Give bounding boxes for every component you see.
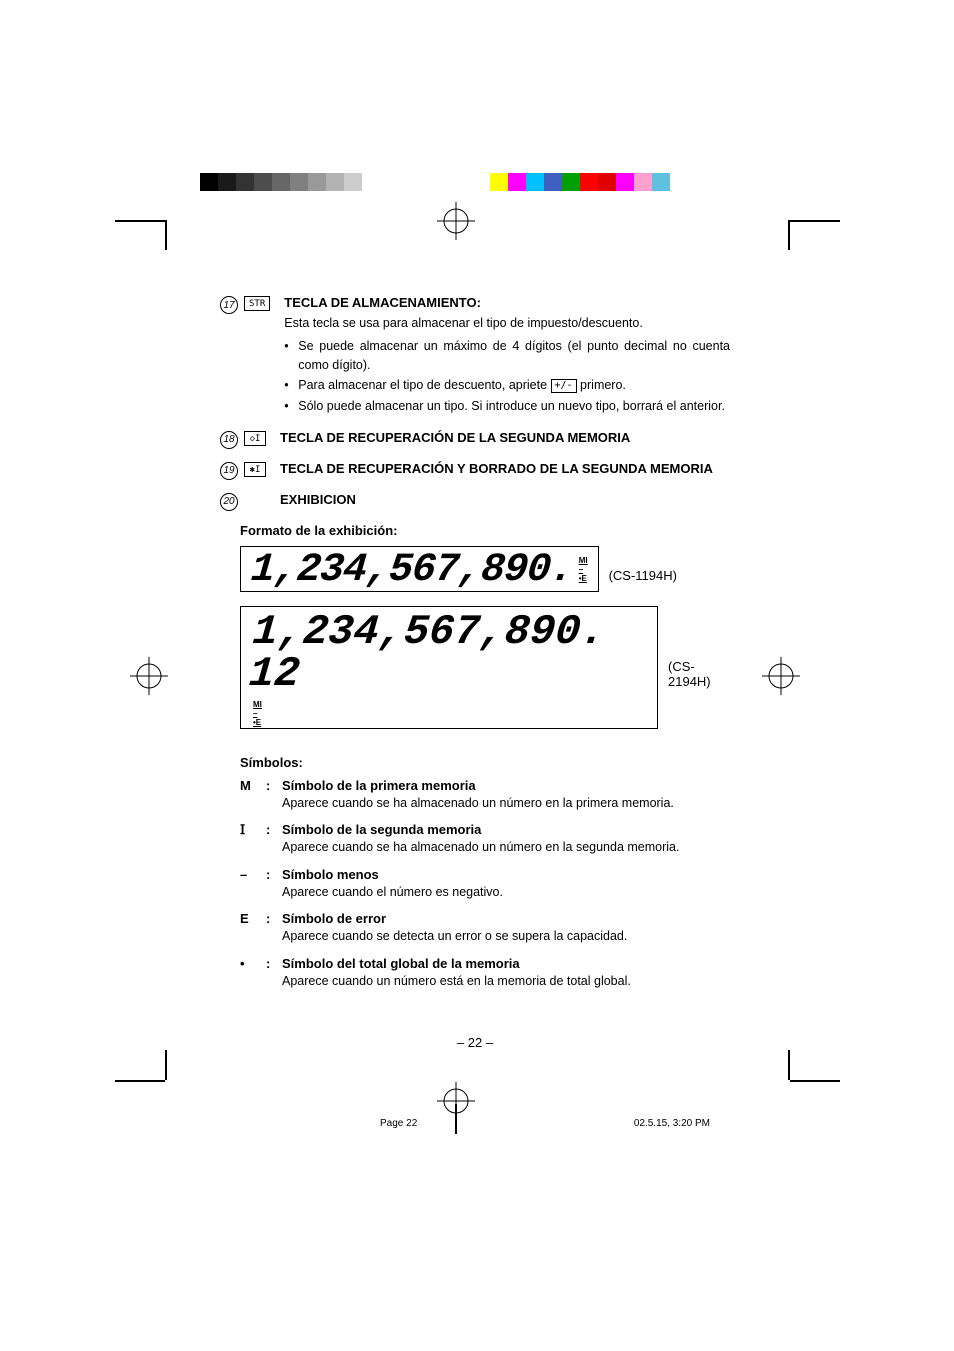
symbol-key: –: [240, 867, 266, 902]
symbol-desc: Aparece cuando un número está en la memo…: [282, 973, 730, 991]
display-box-1: 1,234,567,890. MI – •E: [240, 546, 599, 592]
symbol-desc: Aparece cuando se detecta un error o se …: [282, 928, 730, 946]
entry-18-title: TECLA DE RECUPERACIÓN DE LA SEGUNDA MEMO…: [280, 430, 730, 445]
display-row-2: 1,234,567,890. 12 MI – •E (CS-2194H): [240, 606, 730, 743]
symbol-colon: :: [266, 778, 282, 813]
symbol-row-e: E : Símbolo de error Aparece cuando se d…: [240, 911, 730, 946]
symbols-heading: Símbolos:: [240, 755, 730, 770]
symbol-desc: Aparece cuando se ha almacenado un númer…: [282, 795, 730, 813]
entry-19-title: TECLA DE RECUPERACIÓN Y BORRADO DE LA SE…: [280, 461, 730, 476]
symbol-row-i: Ⅰ : Símbolo de la segunda memoria Aparec…: [240, 822, 730, 857]
entry-20-title: EXHIBICION: [280, 492, 730, 507]
item-number-19: 19: [220, 462, 238, 480]
symbol-title: Símbolo de la primera memoria: [282, 778, 730, 793]
entry-17-title: TECLA DE ALMACENAMIENTO:: [284, 295, 730, 310]
symbol-desc: Aparece cuando se ha almacenado un númer…: [282, 839, 730, 857]
symbol-key: M: [240, 778, 266, 813]
entry-17-bullets: Se puede almacenar un máximo de 4 dígito…: [284, 337, 730, 416]
entry-17: 17 STR TECLA DE ALMACENAMIENTO: Esta tec…: [220, 295, 730, 418]
color-bar-grayscale: [200, 173, 380, 191]
bullet-item: Se puede almacenar un máximo de 4 dígito…: [284, 337, 730, 375]
symbol-colon: :: [266, 867, 282, 902]
display-row-1: 1,234,567,890. MI – •E (CS-1194H): [240, 546, 730, 606]
item-number-17: 17: [220, 296, 238, 314]
symbol-colon: :: [266, 911, 282, 946]
entry-19: 19 ✱I TECLA DE RECUPERACIÓN Y BORRADO DE…: [220, 461, 730, 480]
entry-20: 20 EXHIBICION: [220, 492, 730, 511]
item-number-20: 20: [220, 493, 238, 511]
display-box-2: 1,234,567,890. 12 MI – •E: [240, 606, 658, 729]
registration-mark-left: [128, 655, 170, 700]
display-digits-1: 1,234,567,890.: [249, 551, 575, 591]
symbol-key: Ⅰ: [240, 822, 266, 857]
footer-info: Page 22 02.5.15, 3:20 PM: [380, 1118, 710, 1129]
symbol-key: E: [240, 911, 266, 946]
key-box-clear2: ✱I: [244, 462, 266, 477]
display-digits-2: 1,234,567,890. 12: [247, 611, 650, 695]
symbol-colon: :: [266, 822, 282, 857]
model-label-2: (CS-2194H): [668, 659, 730, 689]
symbol-desc: Aparece cuando el número es negativo.: [282, 884, 730, 902]
display-indicators: MI – •E: [253, 701, 262, 728]
symbol-title: Símbolo del total global de la memoria: [282, 956, 730, 971]
bullet-item: Sólo puede almacenar un tipo. Si introdu…: [284, 397, 730, 416]
registration-mark-top: [435, 200, 477, 245]
footer-timestamp: 02.5.15, 3:20 PM: [634, 1118, 710, 1129]
model-label-1: (CS-1194H): [609, 568, 677, 583]
entry-17-desc: Esta tecla se usa para almacenar el tipo…: [284, 314, 730, 333]
symbol-title: Símbolo de error: [282, 911, 730, 926]
display-format-heading: Formato de la exhibición:: [240, 523, 730, 538]
color-bar-color: [490, 173, 670, 191]
symbol-title: Símbolo de la segunda memoria: [282, 822, 730, 837]
page-number: – 22 –: [220, 1035, 730, 1050]
symbol-colon: :: [266, 956, 282, 991]
key-box-str: STR: [244, 296, 270, 311]
entry-18: 18 ◇I TECLA DE RECUPERACIÓN DE LA SEGUND…: [220, 430, 730, 449]
symbol-row-dot: • : Símbolo del total global de la memor…: [240, 956, 730, 991]
key-box-plusminus: +/-: [551, 379, 577, 393]
symbol-key: •: [240, 956, 266, 991]
symbol-row-m: M : Símbolo de la primera memoria Aparec…: [240, 778, 730, 813]
symbol-row-minus: – : Símbolo menos Aparece cuando el núme…: [240, 867, 730, 902]
key-box-recall2: ◇I: [244, 431, 266, 446]
page-content: 17 STR TECLA DE ALMACENAMIENTO: Esta tec…: [220, 295, 730, 1000]
display-indicators: MI – •E: [579, 557, 588, 584]
item-number-18: 18: [220, 431, 238, 449]
registration-mark-right: [760, 655, 802, 700]
symbol-title: Símbolo menos: [282, 867, 730, 882]
footer-page: Page 22: [380, 1118, 417, 1129]
bullet-item: Para almacenar el tipo de descuento, apr…: [284, 376, 730, 395]
